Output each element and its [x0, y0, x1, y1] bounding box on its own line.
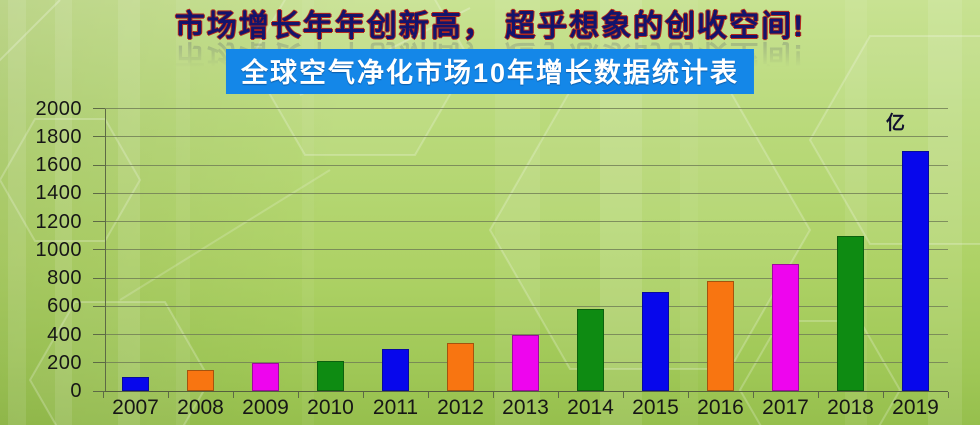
y-axis-tick — [93, 221, 105, 222]
x-axis-tick — [623, 392, 624, 398]
y-axis-label: 0 — [70, 380, 82, 402]
x-axis-tick — [883, 392, 884, 398]
bar-2009 — [252, 362, 279, 391]
x-axis-tick — [558, 392, 559, 398]
x-axis-tick — [818, 392, 819, 398]
y-axis-tick — [93, 249, 105, 251]
gridline — [105, 277, 948, 279]
x-axis-tick — [233, 392, 234, 398]
y-axis-tick — [93, 136, 105, 138]
y-axis-tick — [93, 277, 105, 279]
chart-subtitle-text: 全球空气净化市场10年增长数据统计表 — [240, 58, 740, 88]
unit-label: 亿 — [886, 113, 906, 134]
x-axis-label-2016: 2016 — [697, 396, 744, 419]
y-axis-line — [105, 108, 106, 391]
bar-2012 — [447, 342, 474, 391]
y-axis-tick — [93, 362, 105, 364]
x-axis-label-2019: 2019 — [892, 396, 939, 419]
y-axis-label: 200 — [47, 351, 82, 374]
x-axis-tick — [428, 392, 429, 398]
bar-2019 — [902, 150, 929, 391]
x-axis-tick — [493, 392, 494, 398]
y-axis-tick — [93, 164, 105, 166]
gridline — [105, 192, 948, 194]
y-axis-tick — [93, 108, 105, 109]
page-title: 市场增长年年创新高， 超乎想象的创收空间! — [174, 10, 806, 43]
bar-2008 — [187, 369, 214, 391]
y-axis-tick — [93, 390, 105, 392]
gridline — [105, 221, 948, 222]
gridline — [105, 164, 948, 166]
x-axis-label-2008: 2008 — [177, 396, 224, 419]
bar-2007 — [122, 376, 149, 391]
x-axis-tick — [298, 392, 299, 398]
x-axis-tick — [753, 392, 754, 398]
bar-2016 — [707, 280, 734, 391]
x-axis-tick — [948, 392, 949, 398]
y-axis-label: 1800 — [35, 125, 82, 148]
gridline — [105, 136, 948, 138]
bar-2011 — [382, 348, 409, 391]
gridline — [105, 305, 948, 307]
x-axis-tick — [688, 392, 689, 398]
bar-2018 — [837, 235, 864, 391]
y-axis-label: 1400 — [35, 182, 82, 205]
bar-2015 — [642, 292, 669, 391]
y-axis-label: 1600 — [35, 154, 82, 176]
y-axis-tick — [93, 192, 105, 194]
x-axis-tick — [363, 392, 364, 398]
x-axis-tick — [168, 392, 169, 398]
y-axis-label: 1000 — [35, 238, 82, 261]
x-axis-label-2014: 2014 — [567, 396, 614, 419]
x-axis-tick — [103, 392, 104, 398]
bar-2017 — [772, 263, 799, 391]
x-axis-label-2018: 2018 — [827, 396, 874, 419]
bar-2010 — [317, 361, 344, 391]
y-axis-label: 600 — [47, 295, 82, 318]
y-axis-label: 2000 — [35, 97, 82, 120]
x-axis-label-2017: 2017 — [762, 396, 809, 419]
x-axis-label-2007: 2007 — [112, 396, 159, 419]
y-axis-label: 400 — [47, 323, 82, 346]
x-axis-label-2011: 2011 — [372, 396, 419, 419]
x-axis-label-2009: 2009 — [242, 396, 289, 419]
y-axis-label: 800 — [47, 267, 82, 289]
x-axis-label-2012: 2012 — [437, 396, 484, 419]
x-axis-label-2015: 2015 — [632, 396, 679, 419]
y-axis-tick — [93, 305, 105, 307]
x-axis-label-2010: 2010 — [307, 396, 354, 419]
y-axis-label: 1200 — [35, 210, 82, 233]
bar-2013 — [512, 334, 539, 391]
x-axis-line — [93, 390, 948, 392]
gridline — [105, 108, 948, 109]
gridline — [105, 249, 948, 251]
bar-2014 — [577, 309, 604, 391]
y-axis-tick — [93, 334, 105, 335]
x-axis-label-2013: 2013 — [502, 396, 549, 419]
chart-subtitle-badge: 全球空气净化市场10年增长数据统计表 — [225, 49, 755, 94]
